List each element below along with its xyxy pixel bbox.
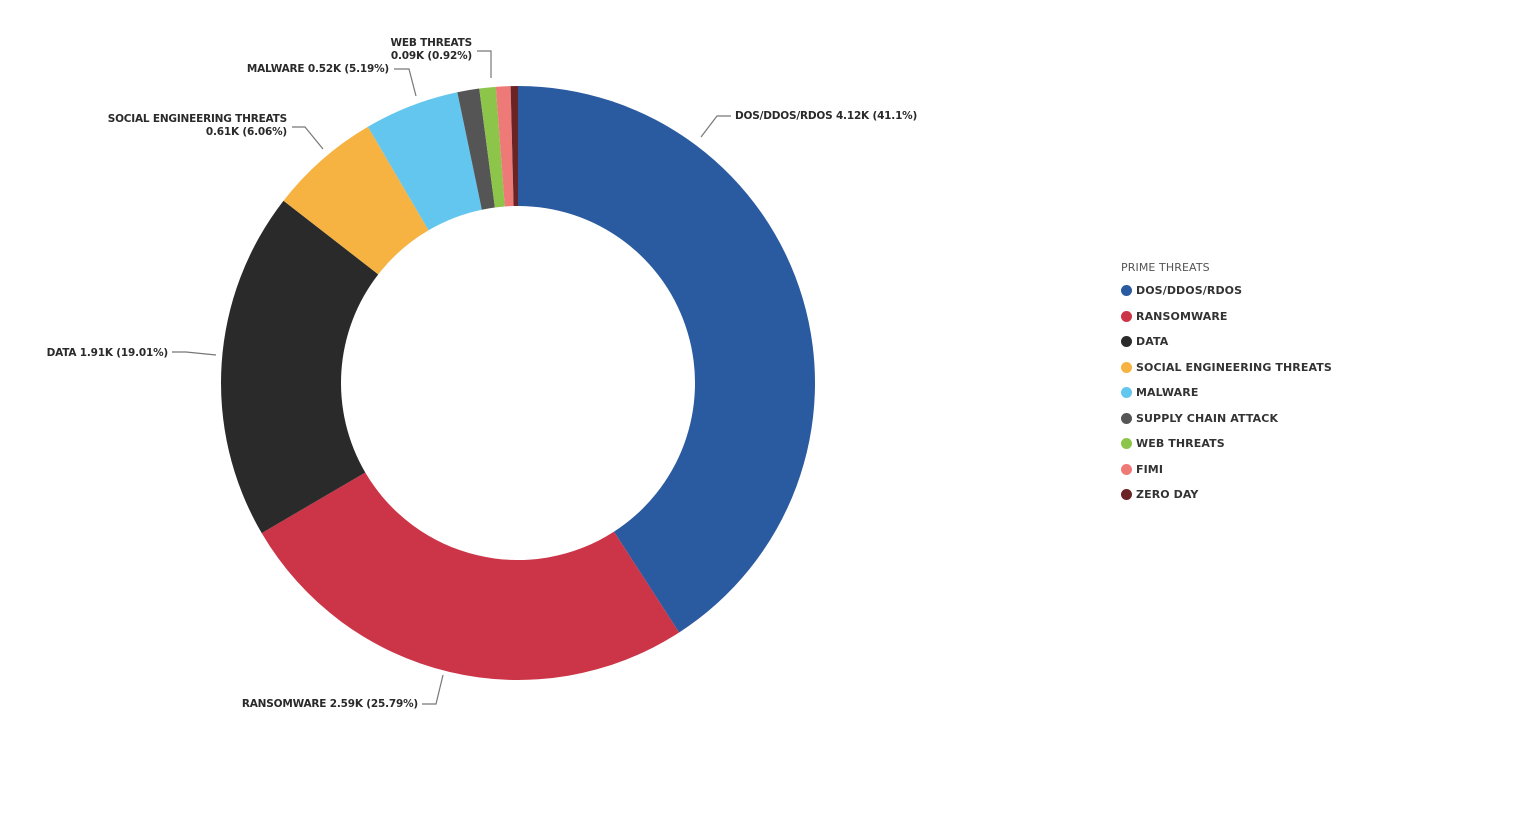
donut-slice-web-threats[interactable]	[479, 86, 505, 208]
donut-slice-data[interactable]	[220, 200, 379, 534]
donut-slice-ransomware[interactable]	[261, 472, 680, 680]
callout-label-dos: DOS/DDOS/RDOS 4.12K (41.1%)	[735, 110, 917, 122]
legend-dot-icon	[1121, 285, 1132, 297]
donut-slice-malware[interactable]	[367, 92, 482, 231]
leader-line-malware	[394, 68, 417, 97]
legend-item-zero-day[interactable]: ZERO DAY	[1121, 482, 1332, 508]
callout-ransomware: RANSOMWARE 2.59K (25.79%)	[242, 674, 444, 710]
legend-label: SOCIAL ENGINEERING THREATS	[1136, 360, 1332, 374]
legend-item-web-threats[interactable]: WEB THREATS	[1121, 431, 1332, 457]
legend-dot-icon	[1121, 489, 1132, 501]
legend-item-fimi[interactable]: FIMI	[1121, 457, 1332, 483]
legend-item-data[interactable]: DATA	[1121, 329, 1332, 355]
leader-line-dos	[700, 115, 731, 138]
legend-dot-icon	[1121, 438, 1132, 450]
legend-label: ZERO DAY	[1136, 488, 1199, 502]
callout-dos: DOS/DDOS/RDOS 4.12K (41.1%)	[700, 110, 917, 138]
callout-value-social-engineering: 0.61K (6.06%)	[206, 126, 287, 138]
leader-line-ransomware	[422, 674, 444, 705]
legend: PRIME THREATS DOS/DDOS/RDOS RANSOMWARE DAT…	[1121, 261, 1332, 508]
legend-dot-icon	[1121, 336, 1132, 348]
legend-title: PRIME THREATS	[1121, 261, 1210, 274]
legend-label: MALWARE	[1136, 386, 1199, 400]
callout-malware: MALWARE 0.52K (5.19%)	[247, 63, 417, 97]
donut-slice-fimi[interactable]	[495, 86, 514, 207]
donut-slice-supply-chain-attack[interactable]	[457, 88, 495, 210]
donut-slice-dos-ddos-rdos[interactable]	[518, 86, 815, 633]
callout-data: DATA 1.91K (19.01%)	[47, 347, 217, 359]
donut-slice-social-engineering-threats[interactable]	[283, 126, 429, 275]
legend-item-ransomware[interactable]: RANSOMWARE	[1121, 304, 1332, 330]
callout-label-social-engineering: SOCIAL ENGINEERING THREATS	[108, 113, 287, 125]
callout-value-web-threats: 0.09K (0.92%)	[391, 50, 472, 62]
legend-dot-icon	[1121, 310, 1132, 322]
legend-label: FIMI	[1136, 462, 1164, 476]
leader-line-web-threats	[477, 50, 492, 78]
legend-item-malware[interactable]: MALWARE	[1121, 380, 1332, 406]
callout-label-data: DATA 1.91K (19.01%)	[47, 347, 168, 359]
callout-label-web-threats: WEB THREATS	[391, 37, 472, 49]
callout-social-engineering: SOCIAL ENGINEERING THREATS 0.61K (6.06%)	[108, 113, 324, 150]
leader-line-social-engineering	[292, 126, 324, 150]
legend-items: DOS/DDOS/RDOS RANSOMWARE DATA SOCIAL ENGINE…	[1121, 278, 1332, 508]
legend-dot-icon	[1121, 387, 1132, 399]
legend-dot-icon	[1121, 412, 1132, 424]
callout-label-ransomware: RANSOMWARE 2.59K (25.79%)	[242, 698, 418, 710]
legend-label: WEB THREATS	[1136, 437, 1225, 451]
legend-label: RANSOMWARE	[1136, 309, 1228, 323]
donut-slice-zero-day[interactable]	[510, 86, 518, 207]
legend-dot-icon	[1121, 463, 1132, 475]
leader-line-data	[172, 351, 217, 356]
donut-slices	[220, 86, 815, 680]
legend-label: DATA	[1136, 335, 1169, 349]
legend-item-dos-ddos-rdos[interactable]: DOS/DDOS/RDOS	[1121, 278, 1332, 304]
legend-label: DOS/DDOS/RDOS	[1136, 284, 1243, 298]
callout-web-threats: WEB THREATS 0.09K (0.92%)	[391, 37, 492, 78]
callout-label-malware: MALWARE 0.52K (5.19%)	[247, 63, 389, 75]
legend-item-social-engineering-threats[interactable]: SOCIAL ENGINEERING THREATS	[1121, 355, 1332, 381]
legend-label: SUPPLY CHAIN ATTACK	[1136, 411, 1279, 425]
legend-dot-icon	[1121, 361, 1132, 373]
legend-item-supply-chain-attack[interactable]: SUPPLY CHAIN ATTACK	[1121, 406, 1332, 432]
